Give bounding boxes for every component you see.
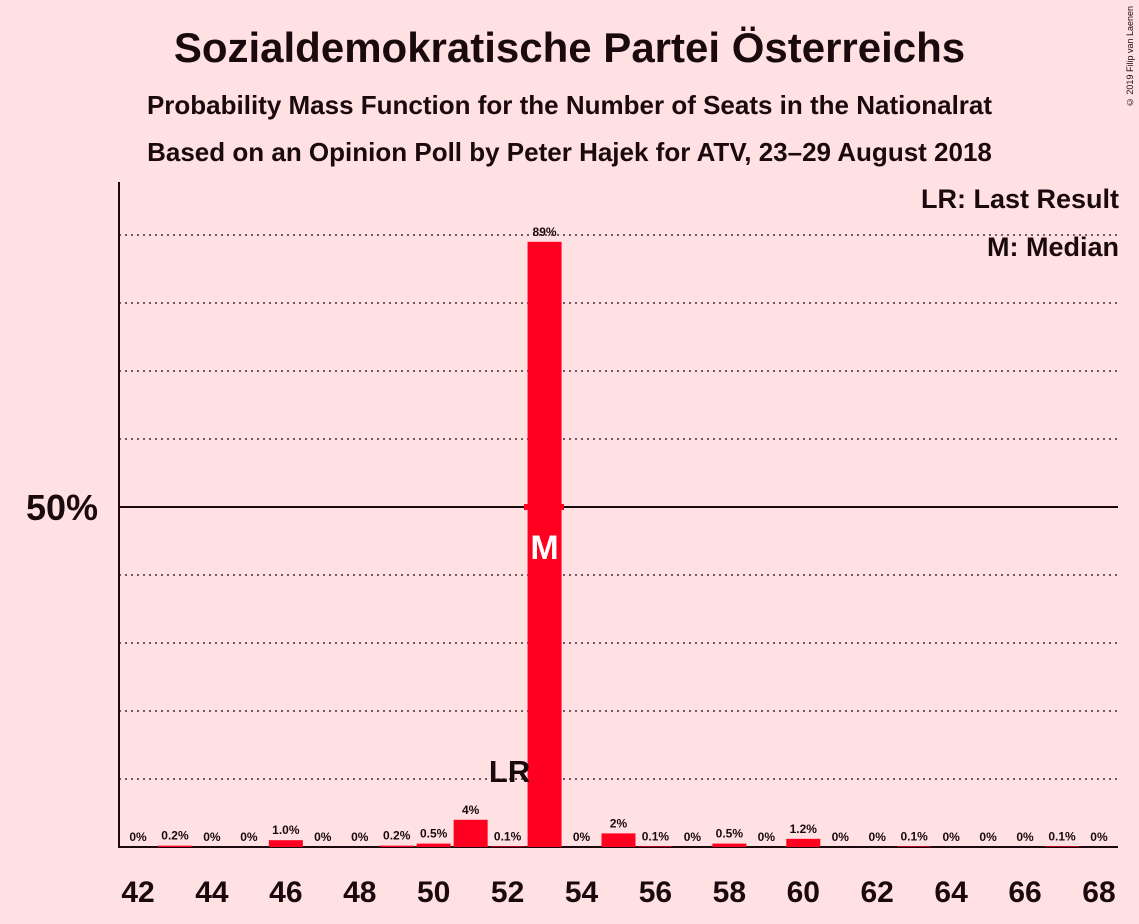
data-label-48: 0% [351, 830, 369, 844]
data-label-57: 0% [684, 830, 702, 844]
chart-subtitle-2: Based on an Opinion Poll by Peter Hajek … [147, 137, 992, 167]
bar-50 [416, 843, 451, 847]
bar-58 [712, 843, 747, 847]
data-label-44: 0% [203, 830, 221, 844]
data-label-54: 0% [573, 830, 591, 844]
x-tick-label-58: 58 [713, 876, 746, 909]
x-tick-label-56: 56 [639, 876, 672, 909]
last-result-marker: LR [489, 754, 530, 789]
bar-67 [1045, 846, 1079, 847]
data-label-61: 0% [832, 830, 850, 844]
data-label-53: 89% [533, 225, 557, 239]
data-label-64: 0% [942, 830, 960, 844]
data-label-52: 0.1% [494, 829, 522, 843]
y-tick-label-50: 50% [26, 487, 98, 528]
data-label-56: 0.1% [642, 829, 670, 843]
data-label-65: 0% [979, 830, 997, 844]
x-tick-label-42: 42 [121, 876, 154, 909]
bar-43 [157, 845, 192, 847]
data-label-55: 2% [610, 816, 628, 830]
x-tick-label-48: 48 [343, 876, 376, 909]
x-tick-label-64: 64 [934, 876, 968, 909]
data-label-49: 0.2% [383, 829, 411, 843]
x-tick-label-52: 52 [491, 876, 524, 909]
data-label-60: 1.2% [790, 822, 818, 836]
data-label-63: 0.1% [900, 829, 928, 843]
median-bar-overlay [524, 504, 564, 510]
data-label-51: 4% [462, 803, 480, 817]
data-label-46: 1.0% [272, 823, 300, 837]
data-label-59: 0% [758, 830, 776, 844]
bar-53 [527, 241, 562, 848]
bar-63 [897, 846, 932, 847]
bar-46 [268, 840, 303, 847]
x-tick-label-68: 68 [1082, 876, 1115, 909]
data-label-58: 0.5% [716, 827, 744, 841]
x-tick-label-62: 62 [861, 876, 894, 909]
data-label-62: 0% [869, 830, 887, 844]
x-tick-label-66: 66 [1008, 876, 1041, 909]
data-label-43: 0.2% [161, 829, 189, 843]
data-label-42: 0% [129, 830, 147, 844]
x-tick-label-50: 50 [417, 876, 450, 909]
legend-last-result: LR: Last Result [920, 184, 1119, 214]
x-tick-label-46: 46 [269, 876, 302, 909]
data-label-47: 0% [314, 830, 332, 844]
bar-56 [638, 846, 673, 847]
x-tick-label-44: 44 [195, 876, 229, 909]
bar-49 [379, 845, 414, 847]
bar-51 [453, 819, 488, 847]
x-tick-label-60: 60 [787, 876, 820, 909]
data-label-66: 0% [1016, 830, 1034, 844]
data-label-50: 0.5% [420, 827, 448, 841]
data-label-67: 0.1% [1048, 829, 1076, 843]
data-label-68: 0% [1090, 830, 1108, 844]
bar-52 [490, 846, 525, 847]
bar-60 [786, 838, 821, 847]
x-tick-label-54: 54 [565, 876, 599, 909]
chart-subtitle-1: Probability Mass Function for the Number… [146, 90, 993, 120]
chart-title: Sozialdemokratische Partei Österreichs [173, 24, 966, 71]
bar-55 [601, 833, 636, 847]
legend-median: M: Median [987, 232, 1119, 262]
data-label-45: 0% [240, 830, 258, 844]
median-marker: M [530, 529, 558, 567]
